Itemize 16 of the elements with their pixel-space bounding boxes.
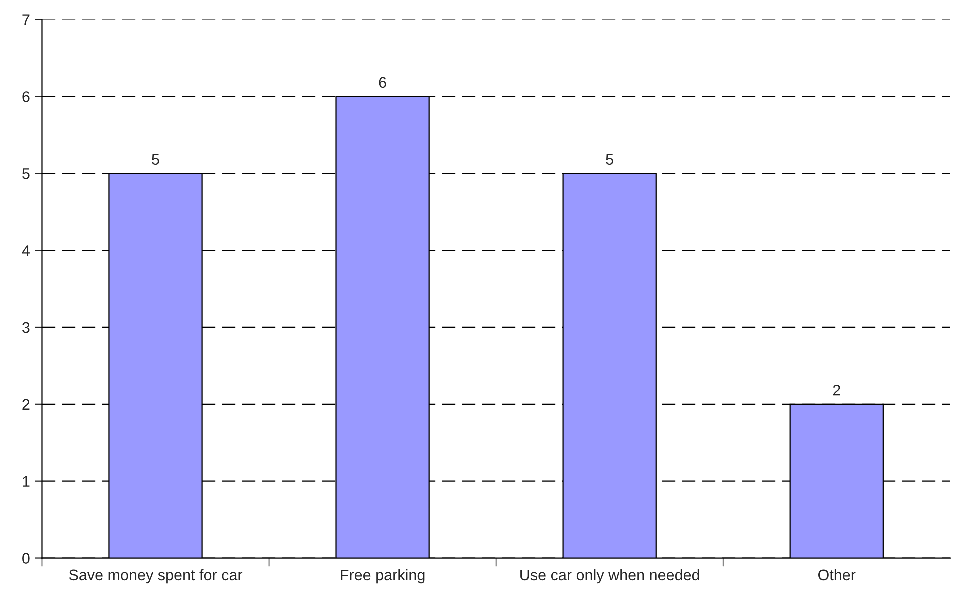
y-tick-label: 2 — [22, 399, 30, 410]
y-tick-label: 3 — [22, 322, 30, 334]
y-tick-label: 5 — [22, 168, 30, 180]
y-tick-label: 7 — [22, 14, 30, 26]
data-label: 5 — [152, 154, 160, 166]
data-label: 2 — [833, 385, 840, 396]
data-label: 6 — [379, 77, 386, 88]
x-tick-label: Save money spent for car — [69, 569, 243, 584]
x-tick-label: Free parking — [341, 569, 425, 584]
y-tick-label: 0 — [22, 553, 30, 564]
x-tick-label: Other — [818, 569, 856, 581]
data-label: 5 — [606, 154, 614, 166]
y-tick-label: 6 — [22, 92, 30, 102]
x-tick-label: Use car only when needed — [520, 569, 700, 584]
y-tick-label: 4 — [22, 246, 30, 256]
y-tick-label: 1 — [23, 476, 30, 487]
